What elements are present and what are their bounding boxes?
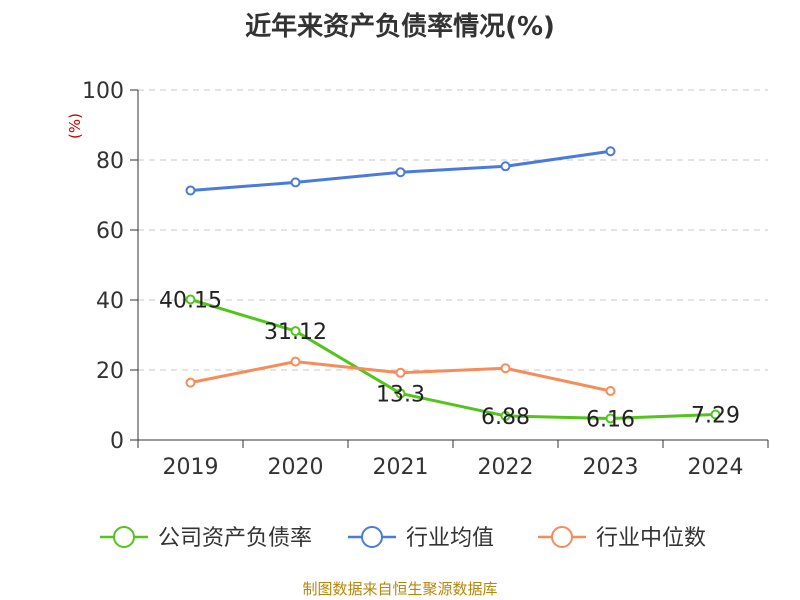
data-point <box>395 367 406 378</box>
data-point <box>500 161 511 172</box>
series-line-0 <box>190 298 716 420</box>
y-tick-label: 20 <box>96 359 124 384</box>
data-point <box>500 363 511 374</box>
y-tick-label: 80 <box>96 149 124 174</box>
legend-label-0: 公司资产负债率 <box>158 526 312 551</box>
y-tick-label: 40 <box>96 289 124 314</box>
data-label: 6.16 <box>586 407 635 432</box>
data-label: 7.29 <box>691 403 740 428</box>
data-label: 6.88 <box>481 405 530 430</box>
chart-title: 近年来资产负债率情况(%) <box>245 12 555 42</box>
legend-label-2: 行业中位数 <box>596 526 706 551</box>
legend: 公司资产负债率 行业均值 行业中位数 <box>100 526 706 551</box>
data-point <box>395 167 406 178</box>
legend-label-1: 行业均值 <box>406 526 494 551</box>
legend-marker-0 <box>113 526 135 548</box>
y-tick-label: 100 <box>82 79 124 104</box>
series-lines <box>185 146 721 424</box>
y-axis-label: (%) <box>66 113 84 139</box>
data-point <box>710 409 721 420</box>
data-label: 31.12 <box>264 320 327 345</box>
legend-marker-2 <box>551 526 573 548</box>
source-note: 制图数据来自恒生聚源数据库 <box>302 580 498 598</box>
data-point <box>290 177 301 188</box>
data-point <box>290 356 301 367</box>
data-label: 13.3 <box>376 382 425 407</box>
y-tick-label: 60 <box>96 219 124 244</box>
y-tick-label: 0 <box>110 429 124 454</box>
data-labels: 40.15 31.12 13.3 6.88 6.16 7.29 <box>159 288 740 432</box>
data-point <box>185 294 196 305</box>
data-point <box>185 185 196 196</box>
data-point <box>605 413 616 424</box>
data-point <box>605 146 616 157</box>
data-label: 40.15 <box>159 288 222 313</box>
x-tick-label: 2020 <box>268 455 324 480</box>
x-tick-label: 2022 <box>478 455 534 480</box>
axes: 0 20 40 60 80 100 (%) 2019 2020 2021 2022 2023 2024 <box>66 79 769 480</box>
grid-lines <box>138 89 768 371</box>
legend-marker-1 <box>361 526 383 548</box>
data-point <box>290 326 301 337</box>
data-point <box>185 377 196 388</box>
data-point <box>395 388 406 399</box>
data-point <box>605 386 616 396</box>
x-tick-label: 2019 <box>163 455 219 480</box>
x-tick-label: 2024 <box>688 455 744 480</box>
x-tick-label: 2021 <box>373 455 429 480</box>
data-point <box>500 410 511 421</box>
x-tick-label: 2023 <box>583 455 639 480</box>
